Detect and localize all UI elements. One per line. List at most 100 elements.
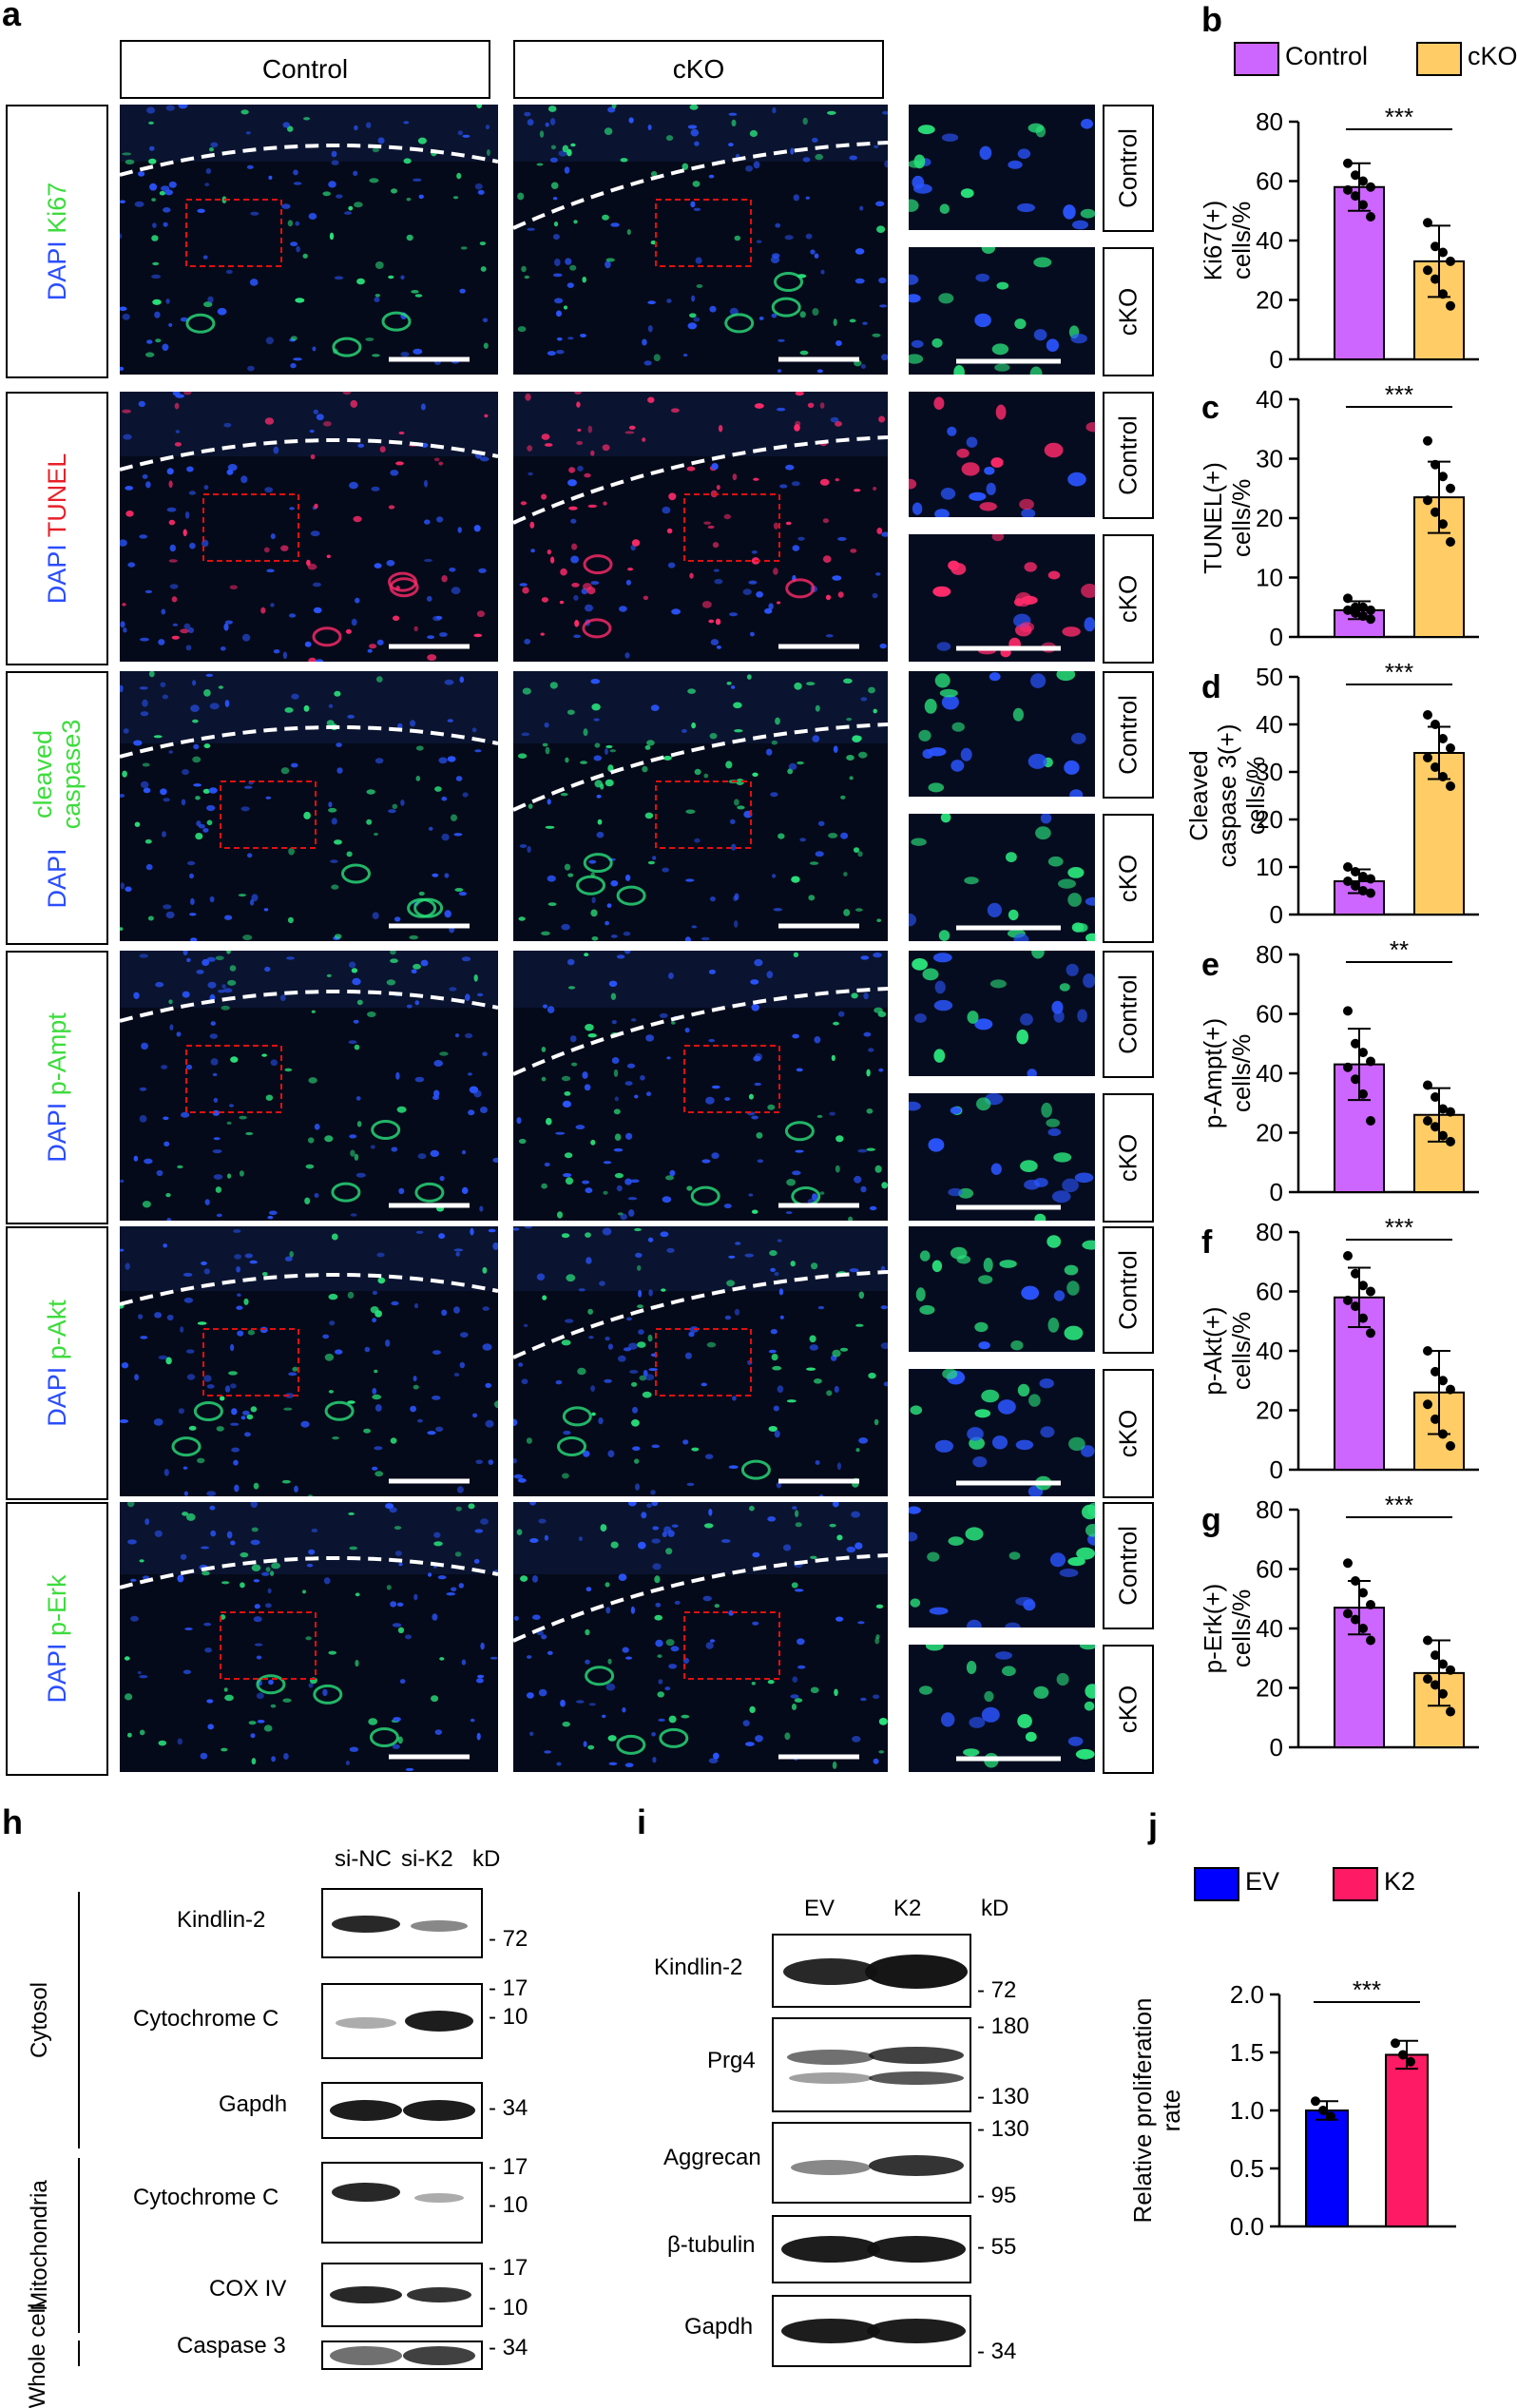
band bbox=[781, 2236, 880, 2263]
data-point bbox=[1423, 495, 1432, 506]
row-label-0: DAPI Ki67 bbox=[6, 105, 108, 378]
y-tick-label: 10 bbox=[1256, 853, 1283, 881]
panel-f-letter: f bbox=[1201, 1224, 1213, 1261]
data-point bbox=[1343, 1609, 1353, 1619]
lane-si-k2: si-K2 bbox=[401, 1846, 453, 1872]
y-tick-label: 20 bbox=[1256, 286, 1283, 315]
y-axis-label: TUNEL(+)cells/% bbox=[1199, 462, 1256, 574]
data-point bbox=[1358, 200, 1368, 210]
band bbox=[869, 2047, 964, 2064]
y-tick-label: 40 bbox=[1256, 1059, 1283, 1088]
y-tick-label: 30 bbox=[1256, 758, 1283, 786]
blot-i-0 bbox=[772, 1934, 971, 2008]
row-label-1: DAPI TUNEL bbox=[6, 392, 108, 665]
y-tick-label: 40 bbox=[1256, 1337, 1283, 1365]
significance-label: *** bbox=[1385, 1491, 1413, 1519]
kd-marker: - 34 bbox=[489, 2095, 528, 2121]
data-point bbox=[1446, 1384, 1455, 1395]
kd-marker: - 55 bbox=[977, 2234, 1017, 2260]
blot-label: β-tubulin bbox=[667, 2232, 756, 2258]
blot-label: Prg4 bbox=[707, 2048, 756, 2073]
data-point bbox=[1446, 1706, 1455, 1717]
band bbox=[867, 2319, 966, 2343]
band bbox=[867, 2236, 966, 2263]
data-point bbox=[1438, 289, 1448, 299]
inset-label-control: Control bbox=[1103, 671, 1154, 799]
y-tick-label: 20 bbox=[1256, 805, 1283, 834]
inset-control bbox=[909, 671, 1095, 797]
data-point bbox=[1431, 1092, 1440, 1102]
kd-marker: - 17 bbox=[489, 2255, 528, 2281]
group-bracket bbox=[78, 2158, 80, 2333]
significance-label: *** bbox=[1353, 1975, 1381, 2004]
y-tick-label: 2.0 bbox=[1230, 1980, 1264, 2009]
data-point bbox=[1343, 605, 1353, 615]
data-point bbox=[1358, 1048, 1368, 1058]
inset-label-cko: cKO bbox=[1103, 1645, 1154, 1774]
micrograph-cko bbox=[513, 392, 888, 662]
data-point bbox=[1358, 872, 1368, 881]
data-point bbox=[1366, 1635, 1375, 1646]
kd-marker: - 72 bbox=[977, 1977, 1017, 2003]
band bbox=[330, 2286, 402, 2303]
kd-marker: - 130 bbox=[977, 2084, 1029, 2109]
data-point bbox=[1438, 519, 1448, 530]
kd-marker: - 180 bbox=[977, 2013, 1029, 2039]
data-point bbox=[1351, 191, 1360, 202]
inset-label-cko: cKO bbox=[1103, 814, 1154, 943]
lane-si-nc: si-NC bbox=[335, 1846, 392, 1872]
y-axis-label: p-Ampt(+)cells/% bbox=[1199, 1018, 1256, 1128]
data-point bbox=[1438, 1130, 1448, 1141]
data-point bbox=[1446, 1665, 1455, 1675]
micrograph-cko bbox=[513, 1226, 888, 1496]
y-tick-label: 30 bbox=[1256, 445, 1283, 473]
data-point bbox=[1438, 734, 1448, 743]
band bbox=[407, 2287, 471, 2302]
data-point bbox=[1366, 888, 1375, 898]
y-tick-label: 1.5 bbox=[1230, 2038, 1264, 2067]
data-point bbox=[1431, 762, 1440, 772]
micrograph-control bbox=[120, 392, 498, 662]
y-tick-label: 60 bbox=[1256, 1555, 1283, 1584]
band bbox=[789, 2072, 873, 2084]
data-point bbox=[1366, 182, 1375, 192]
y-tick-label: 60 bbox=[1256, 1278, 1283, 1306]
data-point bbox=[1366, 212, 1375, 222]
blot-h-2 bbox=[321, 2082, 483, 2139]
panel-h-letter: h bbox=[2, 1802, 23, 1841]
legend-label-ev: EV bbox=[1245, 1867, 1280, 1896]
y-tick-label: 0 bbox=[1270, 1733, 1283, 1762]
data-point bbox=[1358, 602, 1368, 612]
kd-marker: - 10 bbox=[489, 2295, 528, 2321]
data-point bbox=[1438, 472, 1448, 482]
data-point bbox=[1351, 1614, 1360, 1625]
panel-c-letter: c bbox=[1201, 390, 1219, 426]
group-label-2: Whole cell bbox=[25, 2302, 50, 2408]
data-point bbox=[1358, 1313, 1368, 1323]
band bbox=[787, 2050, 874, 2065]
kd-marker: - 95 bbox=[977, 2183, 1017, 2208]
data-point bbox=[1366, 1286, 1375, 1297]
band bbox=[403, 2346, 475, 2365]
data-point bbox=[1438, 1659, 1448, 1669]
group-bracket bbox=[78, 1892, 80, 2148]
data-point bbox=[1423, 1080, 1432, 1090]
bar-control bbox=[1334, 1296, 1385, 1471]
blot-h-0 bbox=[321, 1888, 483, 1958]
inset-control bbox=[909, 1226, 1095, 1352]
data-point bbox=[1343, 862, 1353, 872]
blot-h-1 bbox=[321, 1983, 483, 2059]
inset-cko bbox=[909, 1369, 1095, 1496]
data-point bbox=[1358, 1588, 1368, 1598]
inset-label-cko: cKO bbox=[1103, 1093, 1154, 1223]
column-header-cko: cKO bbox=[513, 40, 884, 99]
kd-header-i: kD bbox=[981, 1896, 1009, 1921]
data-point bbox=[1431, 274, 1440, 284]
data-point bbox=[1423, 265, 1432, 276]
group-label-0: Cytosol bbox=[27, 1981, 52, 2059]
legend-swatch-k2 bbox=[1333, 1867, 1378, 1901]
data-point bbox=[1366, 605, 1375, 615]
y-tick-label: 0 bbox=[1270, 623, 1283, 651]
inset-cko bbox=[909, 814, 1095, 941]
panel-a-letter: a bbox=[2, 0, 22, 33]
